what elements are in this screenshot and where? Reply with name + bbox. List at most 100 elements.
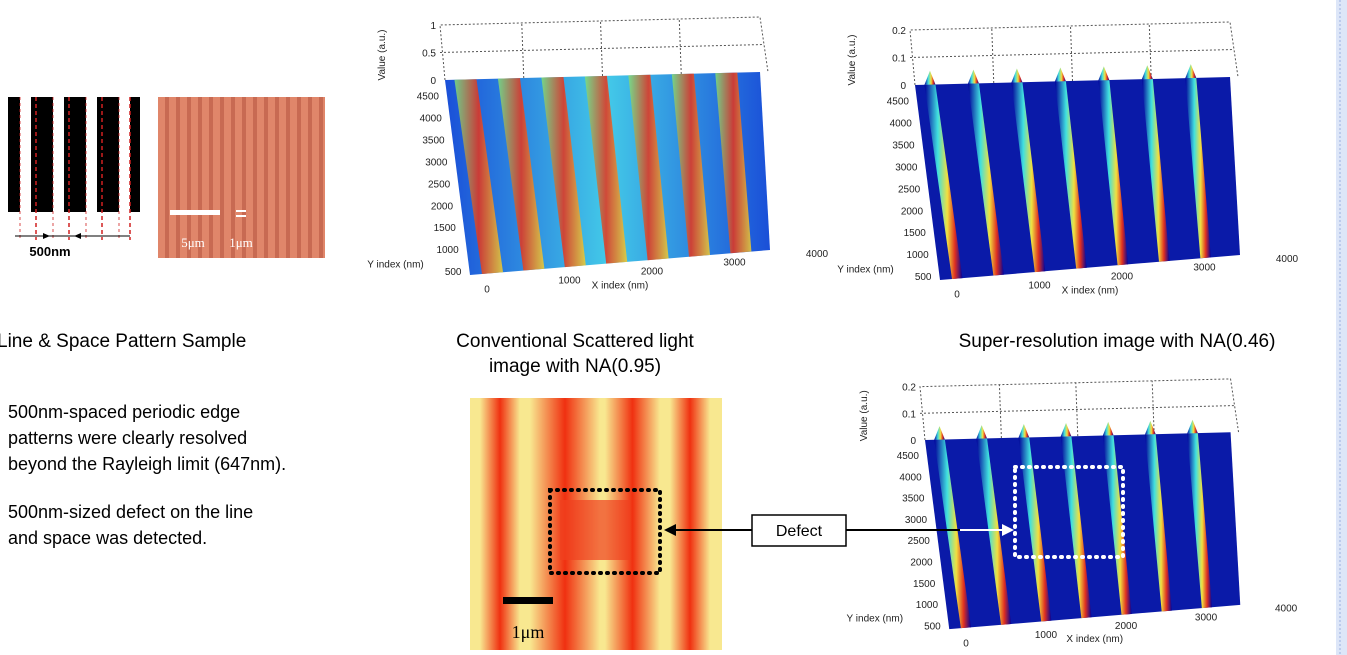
sample-image — [8, 97, 140, 240]
ridge-peak — [976, 425, 988, 439]
x-tick-label: 2000 — [641, 267, 664, 278]
y-tick-label: 1500 — [913, 579, 936, 590]
x-tick-label: 2000 — [1111, 272, 1134, 283]
z-tick-label: 0.5 — [422, 49, 436, 60]
x-tick-label: 1000 — [558, 275, 581, 286]
z-tick-label: 0 — [910, 436, 916, 447]
x-tick-label: 0 — [954, 289, 960, 300]
axis-frame — [919, 405, 1235, 414]
caption: image with NA(0.95) — [489, 356, 661, 377]
y-axis-label: Y index (nm) — [837, 264, 894, 275]
ridge — [1011, 82, 1046, 273]
ridge-peak — [924, 70, 936, 85]
defect-label: Defect — [776, 523, 823, 540]
y-tick-label: 3500 — [902, 494, 925, 505]
y-tick-label: 2000 — [431, 201, 454, 212]
y-tick-label: 4500 — [417, 92, 440, 103]
z-tick-label: 0.1 — [902, 409, 916, 420]
y-tick-label: 3000 — [905, 515, 928, 526]
ridge — [1054, 81, 1087, 269]
ridge-peak — [1141, 65, 1153, 80]
ridge — [715, 72, 752, 254]
x-tick-label: 3000 — [723, 258, 746, 269]
ridge — [584, 75, 628, 264]
y-tick-label: 2500 — [908, 536, 931, 547]
y-tick-label: 1500 — [904, 228, 927, 239]
ridge — [671, 73, 710, 257]
edge-strip — [1336, 0, 1347, 655]
z-tick-label: 0.1 — [892, 54, 906, 65]
z-tick-label: 0 — [430, 76, 436, 87]
ridge-peak — [1098, 66, 1110, 81]
z-tick-label: 1 — [430, 21, 436, 32]
defect-image — [470, 398, 722, 650]
ridge-peak — [1185, 64, 1197, 79]
axis-box — [439, 16, 769, 81]
x-tick-label: 0 — [963, 638, 969, 649]
micro-image — [158, 97, 325, 258]
scale-label: 500nm — [29, 244, 70, 259]
ridge-peak — [1102, 421, 1114, 436]
defect-marker — [1013, 465, 1125, 559]
arrowhead — [1002, 524, 1014, 536]
ridge-peak — [1060, 422, 1072, 437]
axis-frame — [991, 27, 995, 84]
ridge — [1098, 80, 1129, 266]
axis-frame — [919, 378, 1240, 441]
ridge-peak — [1144, 420, 1156, 435]
z-tick-label: 0 — [900, 81, 906, 92]
y-tick-label: 4000 — [899, 472, 922, 483]
axis-frame — [1075, 382, 1079, 437]
axis-box — [909, 21, 1239, 86]
y-tick-label: 4500 — [887, 97, 910, 108]
arrowhead — [664, 524, 676, 536]
y-tick-label: 500 — [924, 621, 941, 632]
axis-box — [919, 378, 1240, 441]
ridge-peak — [1011, 68, 1023, 83]
x-tick-label: 2000 — [1115, 621, 1138, 632]
note-line: patterns were clearly resolved — [8, 428, 247, 448]
ridge — [628, 74, 669, 261]
scale-label: 5μm — [181, 235, 205, 250]
x-tick-label: 4000 — [1275, 604, 1298, 615]
y-tick-label: 3500 — [892, 140, 915, 151]
z-axis-label: Value (a.u.) — [859, 390, 870, 441]
ridge — [497, 78, 545, 271]
note-line: beyond the Rayleigh limit (647nm). — [8, 454, 286, 474]
axis-frame — [998, 384, 1002, 439]
ridge — [967, 83, 1004, 276]
note-line: and space was detected. — [8, 528, 207, 548]
y-tick-label: 4000 — [420, 114, 443, 125]
x-tick-label: 4000 — [1276, 254, 1299, 265]
ridge — [976, 438, 1012, 625]
caption: Conventional Scattered light — [456, 331, 694, 352]
y-tick-label: 4500 — [897, 451, 920, 462]
ridge — [454, 79, 503, 274]
ridge — [1060, 436, 1092, 619]
ridge — [1144, 434, 1172, 612]
axis-frame — [1151, 380, 1155, 435]
z-tick-label: 0.2 — [892, 26, 906, 37]
ridge-peak — [1187, 419, 1198, 434]
x-tick-label: 1000 — [1035, 630, 1058, 641]
axis-frame — [1148, 23, 1152, 80]
y-tick-label: 3000 — [425, 157, 448, 168]
y-axis-label: Y index (nm) — [847, 614, 904, 625]
x-axis-label: X index (nm) — [1066, 634, 1123, 645]
y-tick-label: 2000 — [910, 558, 933, 569]
x-tick-label: 0 — [484, 284, 490, 295]
scale-label: 1μm — [512, 622, 545, 642]
ridge — [1185, 77, 1211, 259]
y-tick-label: 1000 — [906, 250, 929, 261]
x-tick-label: 3000 — [1195, 612, 1218, 623]
y-tick-label: 3000 — [895, 162, 918, 173]
y-tick-label: 500 — [915, 272, 932, 283]
note-line: 500nm-sized defect on the line — [8, 502, 253, 522]
axis-frame — [678, 18, 682, 75]
y-tick-label: 1500 — [434, 223, 457, 234]
x-tick-label: 1000 — [1028, 280, 1051, 291]
ridge-peak — [934, 426, 945, 440]
ridge — [541, 76, 586, 268]
note-line: 500nm-spaced periodic edge — [8, 402, 240, 422]
